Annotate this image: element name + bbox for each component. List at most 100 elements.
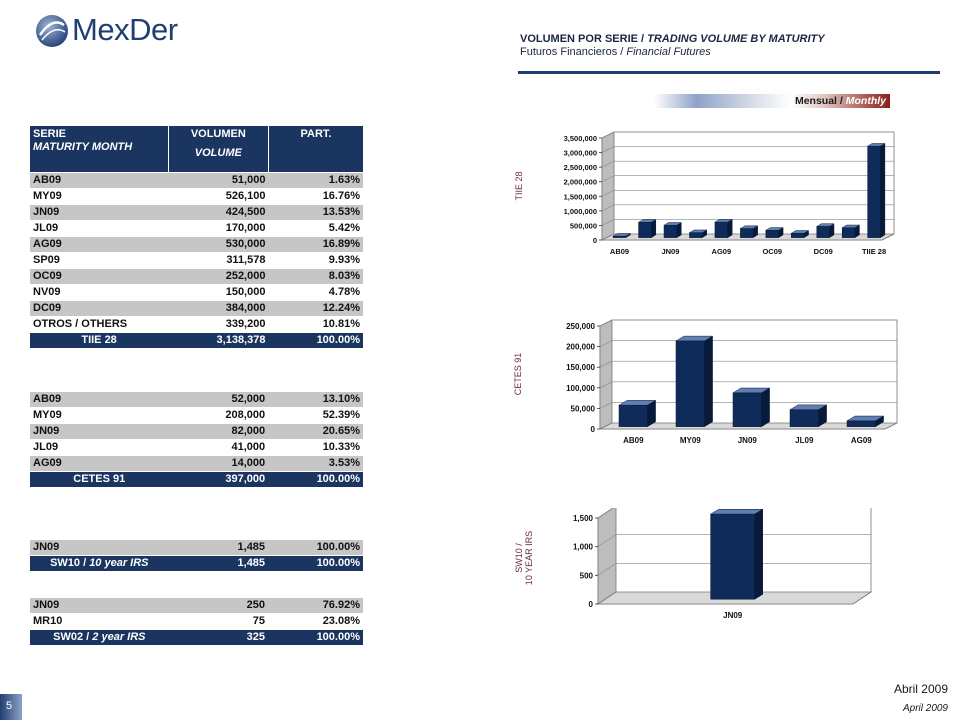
y-tick-label: 0 <box>591 425 596 434</box>
table-row: JN09 424,500 13.53% <box>30 204 363 221</box>
x-tick-label: JN09 <box>738 436 758 445</box>
volume-cell: 52,000 <box>168 392 269 408</box>
gridline <box>599 360 613 368</box>
share-cell: 5.42% <box>268 220 363 237</box>
globe-logo-icon <box>36 15 68 47</box>
total-share: 100.00% <box>268 629 363 646</box>
y-tick-label: 500 <box>580 571 594 580</box>
gridline <box>601 219 615 226</box>
y-tick-label: 1,000,000 <box>564 207 597 216</box>
chart-label-cetes91: CETES 91 <box>513 352 523 396</box>
table-row: JN09 250 76.92% <box>30 598 363 614</box>
page-subtitle: Futuros Financieros / Financial Futures <box>520 46 711 58</box>
table-row: MY09 208,000 52.39% <box>30 407 363 424</box>
series-cell: DC09 <box>30 300 169 317</box>
table-row: JL09 170,000 5.42% <box>30 220 363 237</box>
series-cell: SP09 <box>30 252 169 269</box>
volumen-header: VOLUMEN VOLUME <box>168 126 269 173</box>
share-cell: 52.39% <box>268 407 363 424</box>
footer-date-es: Abril 2009 <box>893 682 948 696</box>
volume-cell: 170,000 <box>168 220 269 237</box>
x-tick-label: JN09 <box>661 247 679 256</box>
series-cell: MR10 <box>30 613 169 630</box>
x-tick-label: JL09 <box>795 436 814 445</box>
total-row: SW02 / 2 year IRS 325 100.00% <box>30 629 363 646</box>
share-cell: 13.53% <box>268 204 363 221</box>
footer-date-en: April 2009 <box>902 703 948 714</box>
total-label: TIIE 28 <box>30 332 169 349</box>
series-cell: AB09 <box>30 392 169 408</box>
series-cell: MY09 <box>30 407 169 424</box>
bar <box>866 143 886 239</box>
series-cell: AG09 <box>30 236 169 253</box>
table-row: AG09 530,000 16.89% <box>30 236 363 253</box>
bar <box>789 404 828 428</box>
table-row: JL09 41,000 10.33% <box>30 439 363 456</box>
series-cell: JN09 <box>30 204 169 221</box>
total-share: 100.00% <box>268 555 363 572</box>
bar <box>714 219 734 239</box>
share-cell: 10.81% <box>268 316 363 333</box>
total-row: CETES 91 397,000 100.00% <box>30 471 363 488</box>
gridline <box>597 563 617 576</box>
bar <box>675 335 714 428</box>
series-cell: JN09 <box>30 598 169 614</box>
volume-cell: 208,000 <box>168 407 269 424</box>
bar <box>815 223 835 239</box>
x-tick-label: DC09 <box>814 247 833 256</box>
share-cell: 8.03% <box>268 268 363 285</box>
cetes91-table: AB09 52,000 13.10% MY09 208,000 52.39% JN09 82,… <box>30 392 363 488</box>
gridline <box>599 381 613 389</box>
gridline <box>601 146 615 153</box>
gridline <box>601 190 615 197</box>
bar <box>709 508 764 600</box>
gridline <box>597 534 617 547</box>
table-row: NV09 150,000 4.78% <box>30 284 363 301</box>
table-row: OTROS / OTHERS 339,200 10.81% <box>30 316 363 333</box>
period-label: Mensual / Monthly <box>794 95 886 107</box>
gridline <box>599 319 613 327</box>
volume-cell: 1,485 <box>168 540 269 556</box>
table-row: SP09 311,578 9.93% <box>30 252 363 269</box>
x-tick-label: AB09 <box>610 247 629 256</box>
sw10-table: JN09 1,485 100.00% SW10 / 10 year IRS 1,485 1… <box>30 540 363 572</box>
mexder-logo: MexDer <box>34 10 204 52</box>
table-row: OC09 252,000 8.03% <box>30 268 363 285</box>
chart-svg: 0 500 1,000 1,500 JN09 <box>573 508 873 620</box>
series-cell: JL09 <box>30 220 169 237</box>
table-row: AB09 52,000 13.10% <box>30 392 363 408</box>
volume-cell: 384,000 <box>168 300 269 317</box>
bar <box>764 227 784 239</box>
gridline <box>599 402 613 409</box>
bar <box>618 399 657 428</box>
table-row: JN09 82,000 20.65% <box>30 423 363 440</box>
table-row: JN09 1,485 100.00% <box>30 540 363 556</box>
table-row: MY09 526,100 16.76% <box>30 188 363 205</box>
share-cell: 23.08% <box>268 613 363 630</box>
volume-cell: 530,000 <box>168 236 269 253</box>
gridline <box>597 508 614 519</box>
y-tick-label: 100,000 <box>566 384 595 393</box>
sw10-chart: 0 500 1,000 1,500 JN09 <box>540 508 910 626</box>
x-tick-label: AB09 <box>623 436 644 445</box>
x-tick-label: AG09 <box>712 247 732 256</box>
gridline <box>599 340 613 347</box>
y-tick-label: 2,500,000 <box>564 163 597 172</box>
header-rule <box>518 71 940 74</box>
total-share: 100.00% <box>268 471 363 488</box>
share-cell: 9.93% <box>268 252 363 269</box>
volume-cell: 526,100 <box>168 188 269 205</box>
share-cell: 16.76% <box>268 188 363 205</box>
total-volume: 397,000 <box>168 471 269 488</box>
tiie28-table: SERIE MATURITY MONTH VOLUMEN VOLUME PART. … <box>30 126 363 349</box>
volume-cell: 252,000 <box>168 268 269 285</box>
gridline <box>601 160 615 168</box>
x-tick-label: TIIE 28 <box>862 247 886 256</box>
share-cell: 10.33% <box>268 439 363 456</box>
volume-cell: 51,000 <box>168 172 269 189</box>
total-share: 100.00% <box>268 332 363 349</box>
y-tick-label: 3,000,000 <box>564 149 597 158</box>
sw02-table: JN09 250 76.92% MR10 75 23.08% SW02 / 2 year I… <box>30 598 363 646</box>
volume-cell: 75 <box>168 613 268 630</box>
x-tick-label: JN09 <box>723 611 743 620</box>
